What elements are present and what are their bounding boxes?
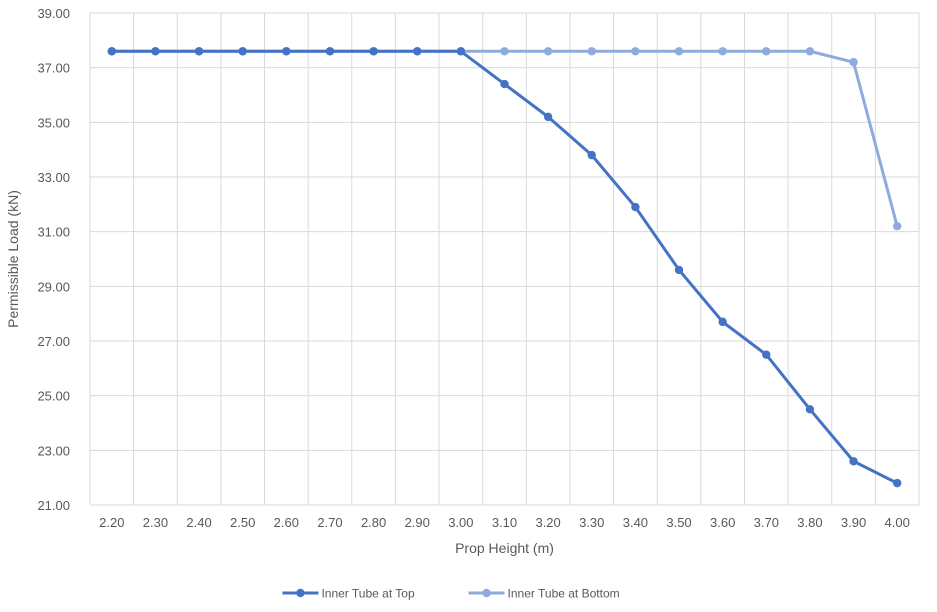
y-tick-label: 37.00 — [37, 61, 70, 76]
data-point — [674, 265, 684, 275]
y-tick-label: 21.00 — [37, 498, 70, 513]
grid — [89, 12, 920, 506]
data-point — [500, 47, 509, 56]
x-tick-label: 3.60 — [710, 515, 735, 530]
data-point — [718, 317, 727, 327]
y-tick-label: 23.00 — [37, 443, 70, 458]
y-tick-label: 39.00 — [37, 6, 70, 21]
x-tick-label: 2.40 — [186, 515, 211, 530]
y-tick-label: 35.00 — [37, 115, 70, 130]
data-point — [107, 47, 117, 56]
x-tick-label: 3.90 — [841, 515, 866, 530]
y-tick-label: 27.00 — [37, 334, 70, 349]
x-tick-label: 3.10 — [492, 515, 517, 530]
data-point — [631, 47, 640, 56]
data-point — [762, 350, 771, 359]
data-point — [587, 150, 596, 160]
series-line — [110, 49, 899, 228]
data-point — [805, 47, 815, 56]
data-point — [456, 47, 466, 56]
data-point — [543, 47, 553, 56]
data-point — [805, 405, 815, 414]
y-axis-title: Permissible Load (kN) — [5, 190, 21, 328]
x-tick-label: 3.00 — [448, 515, 473, 530]
x-tick-label: 2.60 — [274, 515, 299, 530]
data-point — [674, 47, 684, 56]
y-tick-label: 31.00 — [37, 225, 70, 240]
x-tick-label: 3.40 — [623, 515, 648, 530]
series-0 — [107, 47, 902, 488]
series-1 — [107, 47, 902, 231]
y-tick-label: 33.00 — [37, 170, 70, 185]
data-point — [892, 222, 902, 231]
axes: 21.00 23.00 25.00 27.00 29.00 31.00 33.00 35.00… — [37, 6, 909, 530]
x-tick-label: 2.80 — [361, 515, 386, 530]
series-lines — [107, 47, 902, 488]
data-point — [892, 478, 902, 488]
x-tick-label: 2.70 — [317, 515, 342, 530]
y-tick-label: 29.00 — [37, 279, 70, 294]
data-point — [369, 47, 378, 56]
x-tick-label: 3.70 — [754, 515, 779, 530]
data-point — [413, 47, 422, 56]
data-point — [238, 47, 247, 56]
x-tick-label: 2.30 — [143, 515, 168, 530]
x-tick-label: 2.90 — [405, 515, 430, 530]
data-point — [587, 47, 596, 56]
data-point — [762, 47, 771, 56]
x-tick-label: 3.20 — [535, 515, 560, 530]
legend-label: Inner Tube at Top — [321, 587, 415, 601]
data-point — [849, 457, 858, 466]
data-point — [631, 202, 640, 212]
data-point — [849, 58, 858, 67]
data-point — [500, 79, 509, 89]
x-tick-label: 2.20 — [99, 515, 124, 530]
series-line — [110, 49, 899, 485]
data-point — [282, 47, 291, 56]
x-tick-label: 3.50 — [666, 515, 691, 530]
x-tick-label: 4.00 — [885, 515, 910, 530]
legend-marker — [296, 588, 305, 598]
data-point — [718, 47, 727, 56]
data-point — [543, 112, 553, 122]
legend-label: Inner Tube at Bottom — [508, 587, 620, 601]
x-tick-label: 2.50 — [230, 515, 255, 530]
data-point — [194, 47, 204, 56]
x-tick-label: 3.30 — [579, 515, 604, 530]
y-tick-label: 25.00 — [37, 389, 70, 404]
legend-item: Inner Tube at Bottom — [468, 587, 620, 601]
x-axis-title: Prop Height (m) — [455, 540, 554, 556]
legend-item: Inner Tube at Top — [282, 587, 415, 601]
data-point — [151, 47, 160, 56]
x-tick-label: 3.80 — [797, 515, 822, 530]
data-point — [325, 47, 335, 56]
legend-marker — [482, 588, 491, 598]
legend: Inner Tube at Top Inner Tube at Bottom — [282, 587, 620, 601]
